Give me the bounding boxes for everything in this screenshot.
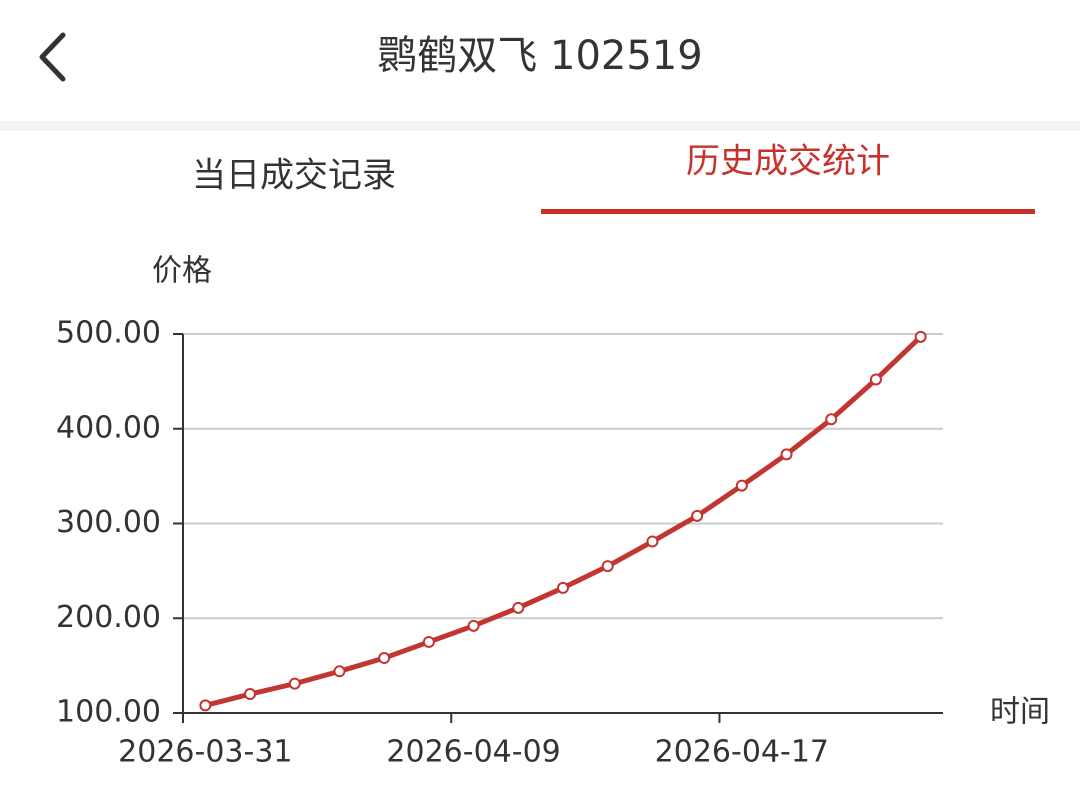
- point: [512, 601, 525, 614]
- point: [914, 330, 927, 343]
- y-tick-label: 500.00: [56, 316, 161, 351]
- x-tick-label: 2026-04-09: [386, 735, 560, 770]
- x-tick-label: 2026-03-31: [118, 735, 292, 770]
- price-line: [204, 335, 923, 708]
- point: [869, 373, 882, 386]
- tab-active[interactable]: 历史成交统计: [686, 142, 890, 182]
- point: [422, 635, 435, 648]
- point: [601, 560, 614, 573]
- point: [557, 581, 569, 594]
- point: [691, 509, 704, 522]
- point: [288, 677, 301, 690]
- point: [735, 479, 748, 492]
- y-axis-label: 价格: [152, 254, 212, 289]
- y-tick-label: 200.00: [56, 600, 161, 635]
- x-tick-label: 2026-04-17: [655, 735, 829, 770]
- tab-underline: [541, 209, 1035, 214]
- divider: [0, 121, 1080, 131]
- point: [780, 448, 793, 461]
- back-button[interactable]: [39, 32, 66, 82]
- y-tick-label: 300.00: [56, 505, 161, 540]
- point: [199, 699, 212, 712]
- point: [646, 535, 659, 548]
- y-tick-label: 100.00: [56, 695, 161, 730]
- point: [378, 652, 391, 665]
- point: [244, 688, 257, 701]
- y-tick-label: 400.00: [56, 410, 161, 445]
- x-axis-label: 时间: [990, 695, 1050, 730]
- point: [825, 413, 838, 426]
- point: [467, 619, 480, 632]
- point: [333, 665, 346, 678]
- header-title: 鹮鹤双飞 102519: [377, 33, 702, 79]
- tab[interactable]: 当日成交记录: [192, 156, 396, 196]
